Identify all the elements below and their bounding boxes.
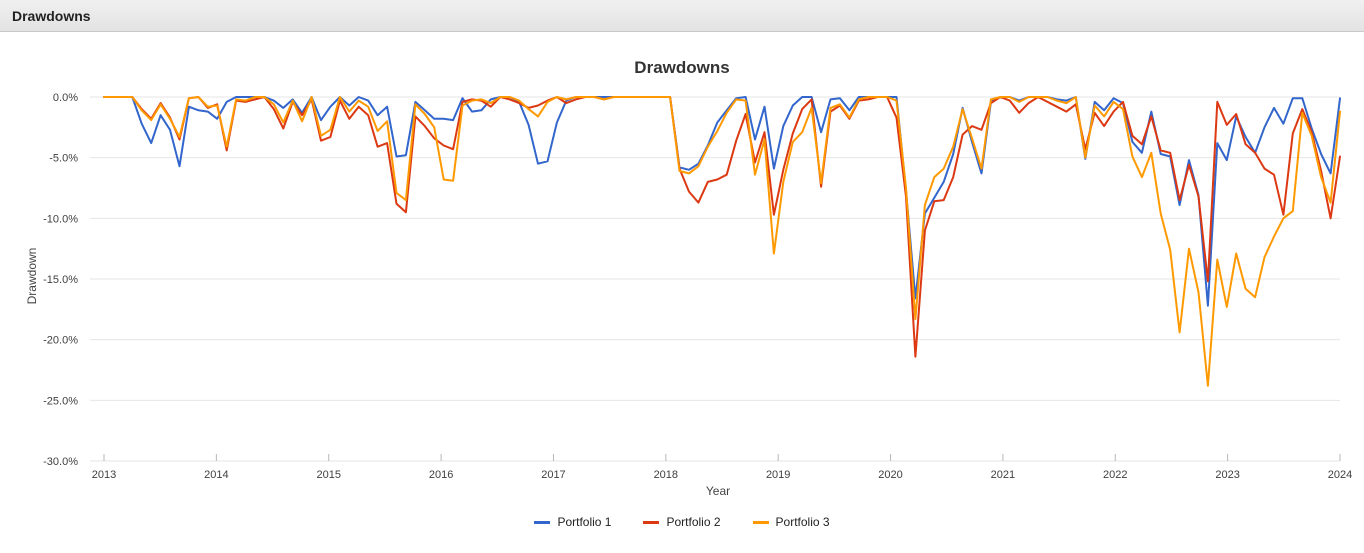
x-tick-label: 2022 bbox=[1103, 469, 1127, 481]
legend-marker bbox=[752, 520, 769, 524]
x-tick-label: 2014 bbox=[204, 469, 228, 481]
x-tick-label: 2023 bbox=[1215, 469, 1239, 481]
legend-marker bbox=[643, 520, 660, 524]
y-tick-label: -10.0% bbox=[43, 213, 78, 225]
y-tick-label: -5.0% bbox=[49, 153, 78, 165]
chart-title: Drawdowns bbox=[634, 58, 730, 77]
x-tick-label: 2018 bbox=[654, 469, 678, 481]
x-tick-label: 2017 bbox=[541, 469, 565, 481]
y-tick-label: -30.0% bbox=[43, 456, 78, 468]
y-tick-label: -20.0% bbox=[43, 335, 78, 347]
y-tick-label: -15.0% bbox=[43, 274, 78, 286]
y-tick-label: -25.0% bbox=[43, 395, 78, 407]
y-tick-label: 0.0% bbox=[53, 92, 78, 104]
legend-label: Portfolio 2 bbox=[666, 515, 721, 529]
panel-header: Drawdowns bbox=[0, 0, 1364, 32]
x-tick-label: 2024 bbox=[1328, 469, 1352, 481]
chart-canvas: 0.0% -5.0% -10.0% -15.0% -20.0% -25.0% -30.0% 2… bbox=[43, 92, 1352, 481]
x-axis-title: Year bbox=[705, 484, 731, 498]
chart-legend: Portfolio 1 Portfolio 2 Portfolio 3 bbox=[0, 515, 1364, 529]
x-tick-label: 2021 bbox=[991, 469, 1015, 481]
y-axis-title: Drawdown bbox=[25, 247, 39, 305]
legend-marker bbox=[534, 520, 551, 524]
legend-item-portfolio-1: Portfolio 1 bbox=[534, 515, 611, 529]
series-line-portfolio-3 bbox=[103, 96, 1341, 387]
x-tick-label: 2013 bbox=[92, 469, 116, 481]
legend-item-portfolio-3: Portfolio 3 bbox=[752, 515, 830, 529]
x-tick-label: 2020 bbox=[878, 469, 902, 481]
x-tick-label: 2015 bbox=[316, 469, 340, 481]
legend-item-portfolio-2: Portfolio 2 bbox=[643, 515, 721, 529]
x-tick-label: 2016 bbox=[429, 469, 453, 481]
legend-label: Portfolio 1 bbox=[557, 515, 612, 529]
legend-label: Portfolio 3 bbox=[775, 515, 830, 529]
x-tick-label: 2019 bbox=[766, 469, 790, 481]
drawdowns-chart: Drawdowns Drawdown 0.0% -5.0% -10.0% -15.0%… bbox=[0, 32, 1364, 548]
series-line-portfolio-2 bbox=[103, 96, 1341, 358]
panel-title: Drawdowns bbox=[12, 7, 91, 24]
